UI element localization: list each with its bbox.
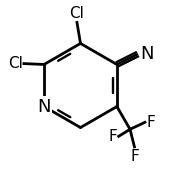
Text: F: F	[146, 115, 155, 130]
Text: Cl: Cl	[70, 6, 84, 21]
Text: F: F	[109, 129, 117, 144]
Text: N: N	[141, 45, 154, 63]
Text: Cl: Cl	[8, 56, 23, 71]
Text: F: F	[131, 149, 140, 164]
Text: N: N	[37, 98, 51, 116]
